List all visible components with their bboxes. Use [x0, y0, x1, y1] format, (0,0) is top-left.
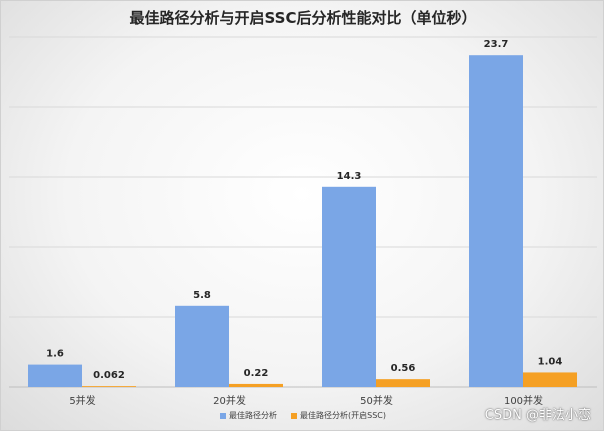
x-tick-label: 20并发: [213, 394, 246, 407]
bar-baseline-3: [469, 55, 523, 387]
data-label: 0.22: [244, 368, 269, 379]
bar-ssc-3: [523, 372, 577, 387]
data-label: 1.04: [538, 356, 563, 367]
x-tick-label: 5并发: [69, 394, 95, 407]
bar-ssc-1: [229, 383, 283, 387]
bar-baseline-1: [175, 305, 229, 387]
data-label: 0.062: [93, 370, 125, 381]
data-label: 5.8: [193, 290, 211, 301]
legend-label: 最佳路径分析: [229, 411, 277, 420]
chart-title: 最佳路径分析与开启SSC后分析性能对比（单位秒）: [129, 9, 477, 27]
x-tick-label: 100并发: [504, 394, 543, 407]
watermark: CSDN @非法小恋: [484, 408, 591, 423]
data-label: 14.3: [337, 171, 362, 182]
legend-item: 最佳路径分析: [220, 410, 277, 421]
legend-swatch: [291, 412, 297, 419]
legend-swatch: [220, 412, 226, 419]
bar-ssc-2: [376, 379, 430, 387]
legend-label: 最佳路径分析(开启SSC): [300, 411, 386, 420]
data-label: 0.56: [391, 363, 416, 374]
bar-baseline-0: [28, 364, 82, 387]
bar-baseline-2: [322, 186, 376, 387]
x-tick-label: 50并发: [360, 394, 393, 407]
data-label: 23.7: [484, 39, 509, 50]
chart-legend: 最佳路径分析 最佳路径分析(开启SSC): [1, 410, 604, 421]
legend-item: 最佳路径分析(开启SSC): [291, 410, 386, 421]
data-label: 1.6: [46, 349, 64, 360]
bar-ssc-0: [82, 386, 136, 387]
